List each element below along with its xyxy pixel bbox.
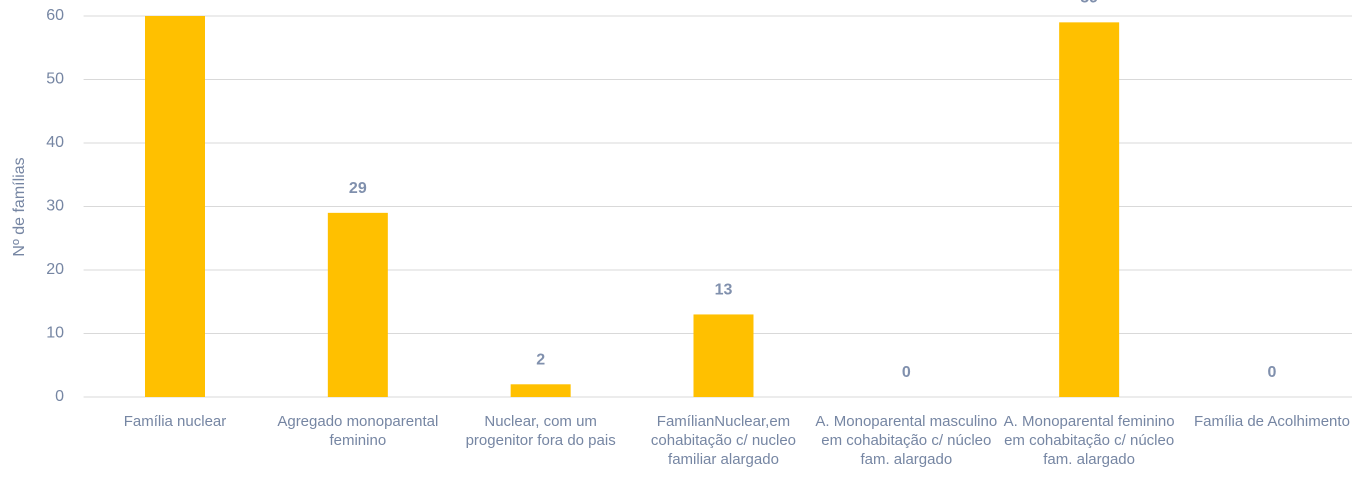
y-axis-title: Nº de famílias bbox=[11, 157, 28, 256]
y-tick-label: 40 bbox=[46, 134, 64, 151]
data-label: 59 bbox=[1080, 0, 1098, 7]
data-label: 2 bbox=[536, 352, 545, 369]
y-tick-label: 20 bbox=[46, 261, 64, 278]
bar bbox=[1059, 22, 1120, 397]
bar bbox=[145, 16, 205, 397]
y-tick-label: 0 bbox=[55, 388, 64, 405]
x-tick-label: A. Monoparental masculino em cohabitação… bbox=[815, 413, 998, 468]
x-tick-label: A. Monoparental feminino em cohabitação … bbox=[1003, 413, 1175, 468]
x-tick-label: Nuclear, com um progenitor fora do pais bbox=[465, 413, 616, 449]
y-tick-label: 30 bbox=[46, 198, 64, 215]
bar bbox=[510, 384, 571, 397]
bar bbox=[693, 314, 754, 397]
x-tick-label: Família nuclear bbox=[123, 413, 227, 430]
y-tick-label: 50 bbox=[46, 71, 64, 88]
y-tick-label: 60 bbox=[46, 7, 64, 24]
x-tick-label: Agregado monoparental feminino bbox=[277, 413, 439, 449]
bar bbox=[327, 212, 388, 397]
x-tick-label: Família de Acolhimento bbox=[1194, 413, 1350, 430]
data-label: 13 bbox=[715, 282, 733, 299]
data-label: 0 bbox=[1268, 364, 1277, 381]
x-tick-label: FamílianNuclear,em cohabitação c/ nucleo… bbox=[650, 413, 797, 468]
data-label: 0 bbox=[902, 364, 911, 381]
y-tick-label: 10 bbox=[46, 325, 64, 342]
data-label: 29 bbox=[349, 180, 367, 197]
